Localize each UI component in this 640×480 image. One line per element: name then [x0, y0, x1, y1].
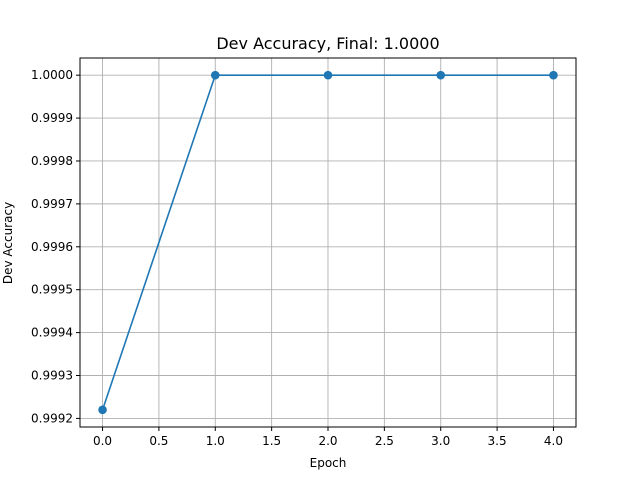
x-tick-label: 4.0	[544, 434, 563, 448]
chart-title: Dev Accuracy, Final: 1.0000	[216, 34, 439, 53]
x-tick-label: 1.5	[262, 434, 281, 448]
y-tick-label: 0.9998	[31, 154, 73, 168]
data-point	[98, 405, 107, 415]
y-tick-label: 0.9994	[31, 326, 73, 340]
x-tick-label: 2.0	[318, 434, 337, 448]
data-point	[323, 70, 333, 80]
data-point	[549, 70, 558, 80]
y-tick-label: 0.9992	[31, 411, 73, 425]
y-tick-label: 0.9999	[31, 111, 73, 125]
y-axis-ticks: 0.9992 0.9993 0.9994 0.9995 0.9996 0.9997 0.99…	[31, 68, 80, 425]
x-tick-label: 3.5	[488, 434, 507, 448]
x-tick-label: 0.0	[93, 434, 112, 448]
series-layer	[98, 70, 558, 415]
y-tick-label: 0.9996	[31, 240, 73, 254]
x-tick-label: 0.5	[149, 434, 168, 448]
x-tick-label: 3.0	[431, 434, 450, 448]
y-tick-label: 0.9995	[31, 283, 73, 297]
data-point	[210, 70, 220, 80]
x-axis-label: Epoch	[310, 456, 347, 470]
x-tick-label: 2.5	[375, 434, 394, 448]
y-tick-label: 0.9997	[31, 197, 73, 211]
y-tick-label: 1.0000	[31, 68, 73, 82]
x-axis-ticks: 0.0 0.5 1.0 1.5 2.0 2.5 3.0 3.5 4.0	[93, 427, 563, 448]
y-tick-label: 0.9993	[31, 369, 73, 383]
y-axis-label: Dev Accuracy	[1, 202, 15, 284]
data-point	[436, 70, 446, 80]
x-tick-label: 1.0	[206, 434, 225, 448]
